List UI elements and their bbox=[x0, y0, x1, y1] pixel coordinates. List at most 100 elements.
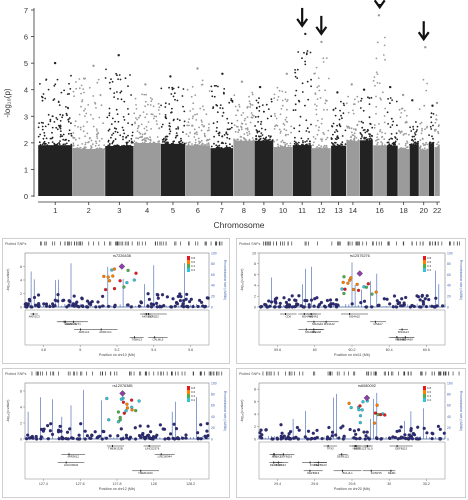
manhattan-point bbox=[110, 136, 112, 139]
manhattan-point bbox=[78, 137, 81, 140]
manhattan-point bbox=[315, 105, 318, 107]
regional-snp-point bbox=[403, 433, 407, 437]
regional-snp-point bbox=[163, 437, 167, 441]
regional-snp-point bbox=[399, 425, 403, 429]
regional-snp-point bbox=[199, 437, 203, 441]
manhattan-point bbox=[392, 120, 395, 123]
y-tick-label: 8 bbox=[254, 262, 256, 266]
manhattan-point bbox=[111, 134, 113, 136]
manhattan-point bbox=[222, 142, 225, 145]
manhattan-peak-point bbox=[92, 64, 95, 68]
manhattan-point bbox=[285, 116, 288, 119]
manhattan-point bbox=[338, 144, 341, 147]
y-tick-label: 4 bbox=[254, 412, 256, 416]
manhattan-point bbox=[104, 77, 107, 79]
manhattan-point bbox=[274, 125, 276, 128]
snp-rug-tick bbox=[263, 241, 264, 246]
manhattan-point bbox=[144, 116, 147, 119]
gene-label: COX4I2 bbox=[276, 463, 286, 467]
manhattan-point bbox=[296, 77, 299, 79]
manhattan-point bbox=[312, 144, 314, 147]
snp-rug-tick bbox=[40, 371, 41, 376]
manhattan-point bbox=[207, 142, 210, 145]
snp-rug-tick bbox=[98, 241, 100, 246]
gene-label: MS4A8 bbox=[312, 330, 322, 334]
manhattan-point bbox=[42, 122, 44, 124]
manhattan-point bbox=[370, 139, 373, 142]
manhattan-point bbox=[289, 145, 292, 147]
manhattan-point bbox=[289, 142, 292, 145]
manhattan-point bbox=[322, 57, 325, 60]
y2-tick-label: 100 bbox=[447, 381, 453, 385]
regional-snp-point bbox=[294, 302, 299, 306]
recombination-rate-line bbox=[258, 392, 446, 440]
manhattan-point bbox=[49, 118, 52, 121]
manhattan-point bbox=[147, 121, 150, 123]
snp-rug-tick bbox=[304, 241, 306, 246]
snp-rug-tick bbox=[367, 371, 369, 376]
snp-rug-tick bbox=[339, 241, 341, 246]
manhattan-point bbox=[426, 82, 428, 85]
manhattan-point bbox=[62, 143, 65, 146]
regional-snp-point bbox=[68, 300, 72, 304]
manhattan-point bbox=[257, 101, 260, 104]
manhattan-point bbox=[234, 130, 237, 133]
snp-rug-tick bbox=[331, 371, 333, 376]
snp-rug-tick bbox=[188, 241, 189, 246]
snp-rug-tick bbox=[270, 241, 271, 246]
manhattan-point-band bbox=[38, 145, 73, 196]
regional-snp-point bbox=[323, 305, 328, 309]
snp-rug-tick bbox=[133, 371, 135, 376]
regional-plot-chr20: Plotted SNPs 0 2 4 6 8 0 20 40 60 80 100 -log₁₀(p-va… bbox=[236, 368, 466, 498]
regional-snp-point bbox=[134, 437, 138, 441]
manhattan-point bbox=[383, 44, 386, 47]
manhattan-point bbox=[245, 127, 247, 130]
manhattan-point bbox=[410, 130, 413, 132]
manhattan-point bbox=[200, 119, 203, 122]
regional-snp-point bbox=[173, 437, 177, 441]
manhattan-point bbox=[115, 127, 118, 130]
snp-rug-tick bbox=[270, 371, 272, 376]
manhattan-point bbox=[364, 137, 366, 140]
manhattan-peak-point bbox=[144, 83, 147, 86]
manhattan-point bbox=[161, 123, 164, 126]
gene-exon bbox=[154, 336, 156, 339]
regional-snp-point bbox=[149, 302, 153, 306]
manhattan-point bbox=[315, 124, 317, 127]
manhattan-point bbox=[279, 132, 282, 134]
gene-label: AKR1C3 bbox=[29, 314, 40, 318]
manhattan-point bbox=[108, 112, 111, 115]
regional-snp-point bbox=[198, 298, 202, 303]
manhattan-point bbox=[213, 142, 215, 145]
regional-snp-point bbox=[394, 305, 399, 309]
manhattan-point bbox=[156, 136, 159, 138]
manhattan-point bbox=[423, 104, 426, 107]
regional-snp-point bbox=[155, 305, 159, 309]
manhattan-point-band bbox=[359, 140, 373, 196]
snp-rug-tick bbox=[181, 371, 183, 376]
regional-snp-point bbox=[79, 422, 83, 426]
gene-label: NET1 bbox=[74, 322, 82, 326]
manhattan-point bbox=[180, 139, 183, 142]
manhattan-point bbox=[172, 142, 175, 145]
regional-snp-point bbox=[191, 304, 195, 309]
manhattan-point bbox=[371, 126, 374, 129]
manhattan-point bbox=[74, 120, 77, 123]
snp-rug-tick bbox=[221, 371, 223, 376]
x-tick-label: 5.2 bbox=[115, 348, 120, 352]
snp-rug-tick bbox=[145, 241, 146, 246]
manhattan-point bbox=[304, 141, 307, 143]
gene-exon bbox=[100, 328, 102, 331]
manhattan-point bbox=[173, 92, 176, 95]
regional-snp-point bbox=[259, 428, 263, 432]
snp-rug-tick bbox=[46, 371, 47, 376]
manhattan-point bbox=[180, 137, 182, 140]
manhattan-point bbox=[98, 116, 101, 119]
snp-rug-tick bbox=[67, 241, 69, 246]
manhattan-point bbox=[400, 148, 402, 150]
regional-snp-point bbox=[154, 435, 158, 439]
manhattan-point bbox=[68, 117, 71, 119]
manhattan-point bbox=[285, 129, 288, 132]
